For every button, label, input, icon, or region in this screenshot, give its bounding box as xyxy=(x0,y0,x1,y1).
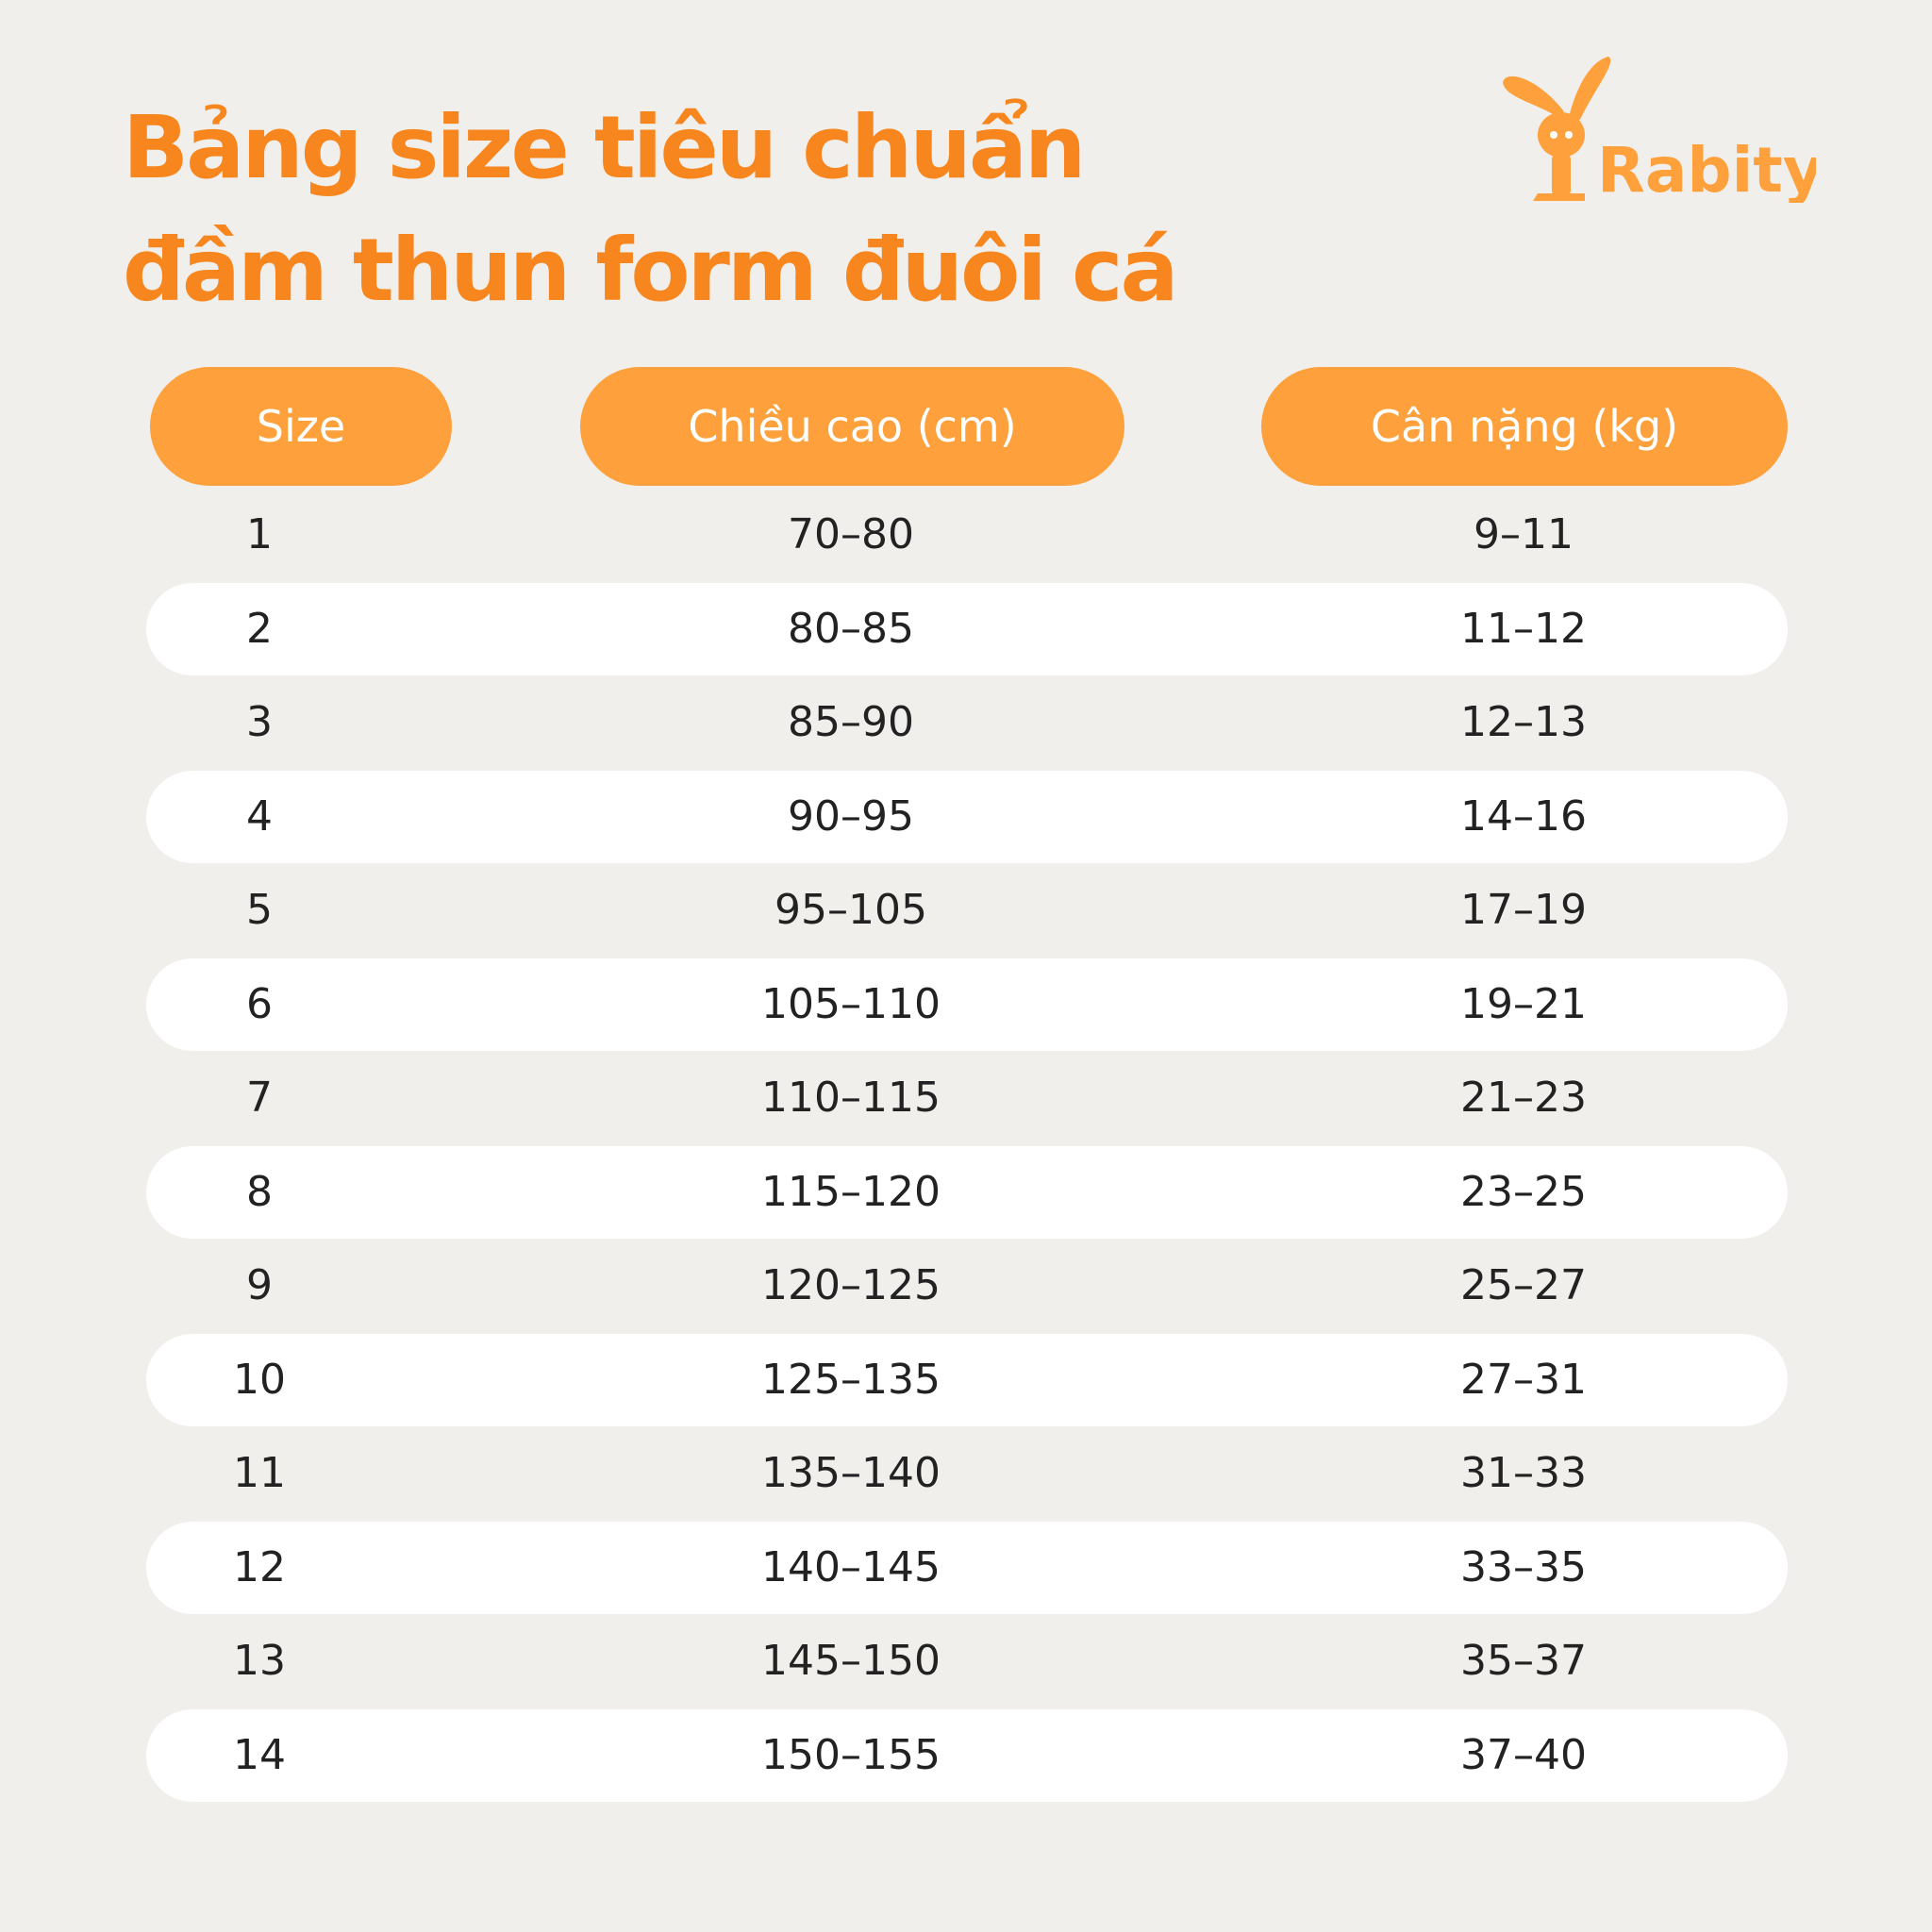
cell-weight: 9–11 xyxy=(1474,510,1574,558)
cell-size: 4 xyxy=(246,791,273,841)
cell-size: 12 xyxy=(233,1542,286,1591)
table-row: 11 135–140 31–33 xyxy=(146,1427,1788,1520)
cell-height: 110–115 xyxy=(761,1074,941,1122)
table-row: 13 145–150 35–37 xyxy=(146,1615,1788,1707)
cell-height: 70–80 xyxy=(788,510,914,558)
title-line-2: đầm thun form đuôi cá xyxy=(123,220,1179,321)
cell-size: 8 xyxy=(246,1167,273,1216)
cell-weight: 35–37 xyxy=(1460,1637,1587,1685)
cell-size: 3 xyxy=(246,698,273,746)
logo-wordmark: Rabity xyxy=(1597,134,1816,203)
table-row: 2 80–85 11–12 xyxy=(146,582,1788,675)
cell-size: 9 xyxy=(246,1261,273,1309)
header-height-label: Chiều cao (cm) xyxy=(688,401,1017,452)
cell-height: 125–135 xyxy=(761,1355,941,1404)
table-row: 5 95–105 17–19 xyxy=(146,864,1788,957)
table-row: 8 115–120 23–25 xyxy=(146,1145,1788,1239)
cell-size: 13 xyxy=(233,1637,286,1685)
cell-weight: 37–40 xyxy=(1460,1730,1587,1779)
cell-height: 140–145 xyxy=(761,1542,941,1591)
cell-weight: 25–27 xyxy=(1460,1261,1587,1309)
cell-weight: 14–16 xyxy=(1460,791,1587,841)
cell-size: 7 xyxy=(246,1074,273,1122)
cell-size: 6 xyxy=(246,979,273,1028)
cell-height: 90–95 xyxy=(788,791,914,841)
cell-height: 115–120 xyxy=(761,1167,941,1216)
header-weight-label: Cân nặng (kg) xyxy=(1370,401,1679,452)
table-row: 14 150–155 37–40 xyxy=(146,1708,1788,1802)
cell-size: 11 xyxy=(233,1449,286,1497)
cell-size: 2 xyxy=(246,604,273,653)
table-row: 10 125–135 27–31 xyxy=(146,1333,1788,1426)
table-row: 1 70–80 9–11 xyxy=(146,489,1788,581)
table-row: 6 105–110 19–21 xyxy=(146,958,1788,1051)
cell-weight: 33–35 xyxy=(1460,1542,1587,1591)
page-title: Bảng size tiêu chuẩn đầm thun form đuôi … xyxy=(123,87,1179,332)
cell-weight: 31–33 xyxy=(1460,1449,1587,1497)
table-row: 3 85–90 12–13 xyxy=(146,676,1788,769)
title-line-1: Bảng size tiêu chuẩn xyxy=(123,97,1086,198)
cell-weight: 12–13 xyxy=(1460,698,1587,746)
table-row: 9 120–125 25–27 xyxy=(146,1240,1788,1332)
cell-size: 1 xyxy=(246,510,273,558)
cell-height: 95–105 xyxy=(774,886,927,934)
cell-weight: 19–21 xyxy=(1460,979,1587,1028)
cell-weight: 27–31 xyxy=(1460,1355,1587,1404)
cell-weight: 17–19 xyxy=(1460,886,1587,934)
cell-height: 150–155 xyxy=(761,1730,941,1779)
cell-height: 105–110 xyxy=(761,979,941,1028)
cell-height: 120–125 xyxy=(761,1261,941,1309)
cell-height: 135–140 xyxy=(761,1449,941,1497)
cell-weight: 11–12 xyxy=(1460,604,1587,653)
cell-height: 85–90 xyxy=(788,698,914,746)
header-size: Size xyxy=(150,367,452,486)
header-size-label: Size xyxy=(256,401,346,452)
header-height: Chiều cao (cm) xyxy=(580,367,1124,486)
table-row: 12 140–145 33–35 xyxy=(146,1521,1788,1614)
cell-weight: 21–23 xyxy=(1460,1074,1587,1122)
rabity-logo: Rabity xyxy=(1503,57,1816,203)
cell-size: 10 xyxy=(233,1355,286,1404)
cell-weight: 23–25 xyxy=(1460,1167,1587,1216)
cell-size: 14 xyxy=(233,1730,286,1779)
cell-height: 80–85 xyxy=(788,604,914,653)
table-row: 4 90–95 14–16 xyxy=(146,770,1788,863)
table-row: 7 110–115 21–23 xyxy=(146,1052,1788,1144)
header-weight: Cân nặng (kg) xyxy=(1261,367,1788,486)
cell-size: 5 xyxy=(246,886,273,934)
cell-height: 145–150 xyxy=(761,1637,941,1685)
